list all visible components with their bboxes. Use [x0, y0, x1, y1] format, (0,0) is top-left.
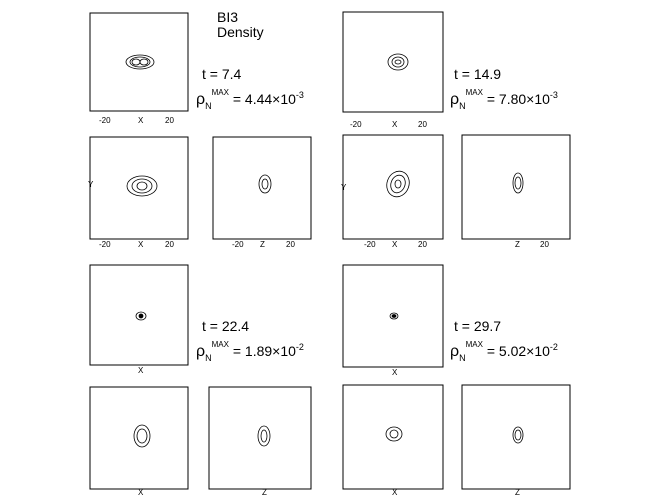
- xaxis-label-t1: X: [138, 116, 144, 125]
- contour-plot-xy-t1-b: [89, 136, 189, 240]
- panel-xy-t4-b: [337, 383, 445, 495]
- contour-plot-yz-t4: [461, 384, 571, 490]
- contour-plot-xy-t4: [342, 264, 444, 368]
- time-label-t2: t = 14.9: [454, 66, 502, 82]
- figure-title: BI3 Density: [217, 10, 264, 40]
- xtick-pos-t2b: 20: [418, 240, 427, 249]
- panel-xy-t3: [86, 263, 192, 367]
- xtick-neg-t2b: -20: [364, 240, 376, 249]
- xtick-neg-t1: -20: [99, 116, 111, 125]
- contour-plot-xy-t2: [342, 11, 444, 113]
- yaxis-label-t2b: Y: [341, 183, 347, 192]
- ztick-neg-t1: -20: [232, 240, 244, 249]
- xaxis-label-t2: X: [392, 120, 398, 129]
- xtick-pos-t1b: 20: [165, 240, 174, 249]
- xtick-pos-t1: 20: [165, 116, 174, 125]
- panel-xy-t2: [337, 10, 445, 116]
- ztick-pos-t2: 20: [540, 240, 549, 249]
- panel-xy-t4: [337, 263, 445, 371]
- panel-yz-t1: [203, 135, 313, 245]
- panel-xy-t1: [86, 12, 190, 114]
- zaxis-label-t2: Z: [515, 240, 520, 249]
- panel-xy-t3-b: [86, 385, 192, 495]
- zaxis-label-t1: Z: [260, 240, 265, 249]
- xtick-pos-t2: 20: [418, 120, 427, 129]
- panel-yz-t2: [456, 133, 572, 245]
- density-contours: [125, 54, 155, 70]
- xaxis-label-t3b: X: [138, 488, 144, 497]
- panel-yz-t4: [456, 383, 572, 495]
- zaxis-label-t3: Z: [262, 488, 267, 497]
- panel-yz-t3: [203, 385, 313, 495]
- panel-xy-t2-b: [337, 133, 445, 245]
- rho-max-label-t1: ρNMAX = 4.44×10-3: [196, 88, 304, 111]
- yaxis-label-t1b: Y: [88, 180, 94, 189]
- time-label-t1: t = 7.4: [202, 66, 242, 82]
- xaxis-label-t2b: X: [392, 240, 398, 249]
- xtick-neg-t1b: -20: [99, 240, 111, 249]
- ztick-pos-t1: 20: [286, 240, 295, 249]
- zaxis-label-t4: Z: [515, 488, 520, 497]
- contour-plot-yz-t3: [208, 386, 312, 490]
- xaxis-label-t4: X: [392, 368, 398, 377]
- title-line-2: Density: [217, 24, 264, 40]
- contour-plot-yz-t2: [461, 134, 571, 240]
- contour-plot-yz-t1: [212, 136, 312, 240]
- xtick-neg-t2: -20: [350, 120, 362, 129]
- xaxis-label-t4b: X: [392, 488, 398, 497]
- rho-max-label-t3: ρNMAX = 1.89×10-2: [196, 340, 304, 363]
- contour-plot-xy-t4-b: [342, 384, 444, 490]
- title-line-1: BI3: [217, 9, 239, 25]
- contour-plot-xy-t3-b: [89, 386, 189, 490]
- rho-max-label-t4: ρNMAX = 5.02×10-2: [450, 340, 558, 363]
- contour-plot-xy-t1: [89, 12, 189, 112]
- contour-plot-xy-t2-b: [342, 134, 444, 240]
- time-label-t4: t = 29.7: [454, 318, 502, 334]
- panel-xy-t1-b: [86, 135, 192, 245]
- xaxis-label-t1b: X: [138, 240, 144, 249]
- rho-max-label-t2: ρNMAX = 7.80×10-3: [450, 88, 558, 111]
- time-label-t3: t = 22.4: [202, 318, 250, 334]
- contour-plot-xy-t3: [89, 264, 189, 366]
- xaxis-label-t3: X: [138, 366, 144, 375]
